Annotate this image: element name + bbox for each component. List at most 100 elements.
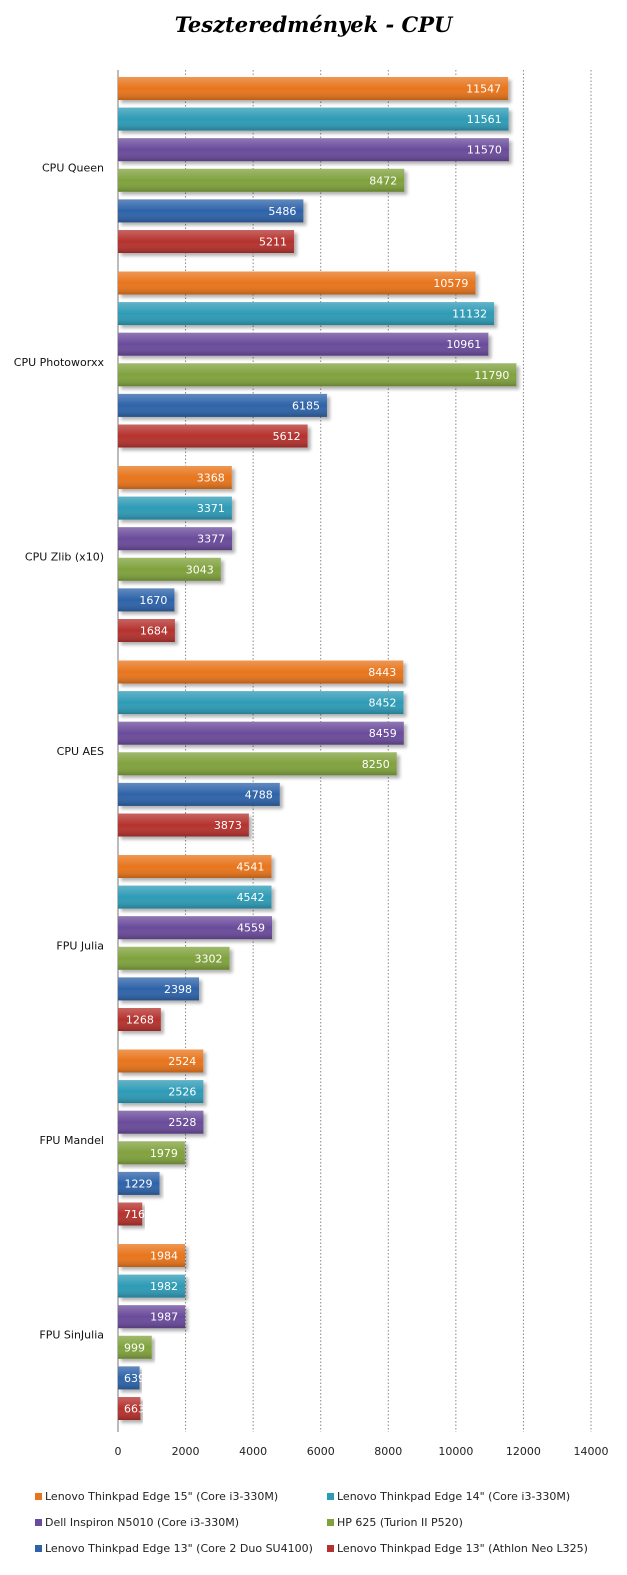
legend-entry: Lenovo Thinkpad Edge 14" (Core i3-330M)	[327, 1490, 570, 1503]
data-label: 4788	[245, 788, 273, 801]
data-label: 10961	[446, 338, 481, 351]
bar-shade	[118, 1141, 185, 1165]
data-label: 11132	[452, 308, 487, 321]
bar-chart: 0 2000 4000 6000 8000 10000 12000 14000 CPU Quee…	[14, 70, 609, 1458]
bar-shade	[118, 466, 232, 489]
legend-entry: Lenovo Thinkpad Edge 13" (Athlon Neo L32…	[327, 1542, 588, 1555]
legend-entry: Lenovo Thinkpad Edge 13" (Core 2 Duo SU4…	[35, 1542, 313, 1555]
data-label: 2398	[164, 983, 192, 996]
bar-group: 663	[118, 1397, 145, 1420]
x-tick-label: 2000	[172, 1445, 200, 1458]
data-label: 2524	[168, 1055, 196, 1068]
data-label: 8443	[368, 666, 396, 679]
bar-group: 10579	[118, 271, 476, 295]
bar-group: 11570	[118, 138, 509, 162]
data-label: 8472	[369, 174, 397, 187]
category-label: CPU Zlib (x10)	[25, 550, 104, 563]
bar-shade	[118, 1080, 204, 1104]
legend-swatch	[327, 1519, 334, 1526]
data-label: 1982	[150, 1280, 178, 1293]
category-label: CPU Photoworxx	[14, 356, 105, 369]
legend-swatch	[327, 1545, 334, 1552]
category-label: CPU AES	[57, 745, 104, 758]
legend-entry: HP 625 (Turion II P520)	[327, 1516, 463, 1529]
data-label: 4541	[236, 861, 264, 874]
data-label: 2526	[168, 1086, 196, 1099]
data-label: 1670	[139, 594, 167, 607]
bar-shade	[118, 1244, 186, 1267]
data-label: 11790	[474, 369, 509, 382]
bar-group: 639	[118, 1366, 145, 1390]
data-label: 3368	[197, 472, 225, 485]
bar-shade	[118, 363, 517, 387]
bar-group: 3371	[118, 496, 232, 520]
legend-swatch	[35, 1519, 42, 1526]
data-label: 1268	[126, 1014, 154, 1027]
bar-group: 5486	[118, 199, 304, 223]
bar-group: 8250	[118, 752, 397, 776]
legend-swatch	[327, 1493, 334, 1500]
data-label: 5486	[268, 205, 296, 218]
legend-label: Lenovo Thinkpad Edge 15" (Core i3-330M)	[45, 1490, 279, 1503]
data-label: 4559	[237, 922, 265, 935]
data-label: 11547	[466, 83, 501, 96]
data-label: 8452	[369, 697, 397, 710]
bar-shade	[118, 557, 221, 581]
legend-swatch	[35, 1545, 42, 1552]
bar-shade	[118, 271, 476, 295]
bar-shade	[118, 1171, 160, 1195]
bar-group: 4788	[118, 782, 280, 806]
data-label: 1979	[150, 1147, 178, 1160]
bar-group: 11132	[118, 302, 495, 326]
data-label: 1984	[150, 1250, 178, 1263]
bar-shade	[118, 1305, 186, 1329]
bar-group: 1684	[118, 619, 175, 642]
bar-group: 11561	[118, 107, 509, 131]
x-tick-label: 6000	[307, 1445, 335, 1458]
bar-shade	[118, 588, 175, 612]
category-label: CPU Queen	[42, 161, 104, 174]
bar-group: 3368	[118, 466, 232, 489]
bar-group: 8472	[118, 168, 405, 192]
bar-shade	[118, 752, 397, 776]
bar-shade	[118, 1335, 152, 1359]
data-label: 716	[124, 1208, 145, 1221]
data-label: 3371	[197, 502, 225, 515]
data-label: 3302	[195, 952, 223, 965]
chart-title: Teszteredmények - CPU	[174, 12, 453, 37]
data-label: 639	[124, 1372, 145, 1385]
bar-group: 1268	[118, 1008, 161, 1031]
data-label: 8459	[369, 727, 397, 740]
data-label: 663	[124, 1403, 145, 1416]
bar-shade	[118, 619, 175, 642]
bar-group: 4559	[118, 916, 273, 940]
bar-group: 1670	[118, 588, 175, 612]
bar-group: 1229	[118, 1171, 160, 1195]
bar-shade	[118, 332, 489, 356]
legend-label: HP 625 (Turion II P520)	[337, 1516, 463, 1529]
x-tick-label: 4000	[239, 1445, 267, 1458]
bar-group: 2398	[118, 977, 200, 1001]
data-label: 8250	[362, 758, 390, 771]
x-tick-label: 10000	[438, 1445, 473, 1458]
bar-group: 999	[118, 1335, 152, 1359]
bar-group: 5211	[118, 230, 295, 253]
bar-group: 11790	[118, 363, 517, 387]
bar-group: 2528	[118, 1110, 204, 1134]
bar-shade	[118, 1049, 204, 1073]
legend-label: Lenovo Thinkpad Edge 14" (Core i3-330M)	[337, 1490, 571, 1503]
bar-group: 8459	[118, 721, 404, 745]
data-label: 2528	[168, 1116, 196, 1129]
bar-shade	[118, 916, 273, 940]
data-label: 999	[124, 1341, 145, 1354]
data-label: 3873	[214, 819, 242, 832]
data-label: 1229	[125, 1177, 153, 1190]
bar-shade	[118, 1110, 204, 1134]
bar-shade	[118, 302, 495, 326]
bar-shade	[118, 496, 232, 520]
bar-shade	[118, 424, 308, 448]
x-tick-label: 14000	[574, 1445, 609, 1458]
bar-shade	[118, 885, 272, 909]
bar-shade	[118, 946, 230, 970]
